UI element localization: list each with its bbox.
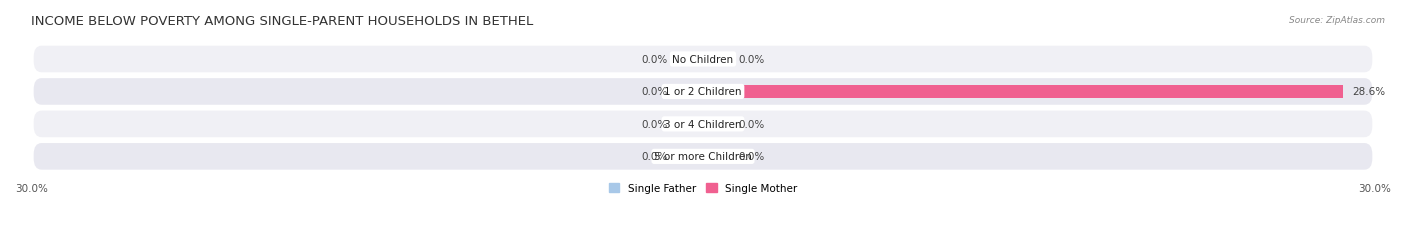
Bar — [703, 118, 730, 131]
Text: 0.0%: 0.0% — [641, 55, 668, 65]
Bar — [703, 85, 1343, 99]
Text: No Children: No Children — [672, 55, 734, 65]
Text: 0.0%: 0.0% — [738, 152, 765, 162]
Text: 0.0%: 0.0% — [641, 152, 668, 162]
Bar — [676, 150, 703, 163]
Bar — [676, 118, 703, 131]
Legend: Single Father, Single Mother: Single Father, Single Mother — [605, 179, 801, 198]
Bar — [676, 53, 703, 66]
Text: 0.0%: 0.0% — [641, 87, 668, 97]
Bar — [703, 150, 730, 163]
Text: 0.0%: 0.0% — [738, 119, 765, 129]
FancyBboxPatch shape — [34, 79, 1372, 105]
Text: 0.0%: 0.0% — [641, 119, 668, 129]
FancyBboxPatch shape — [34, 111, 1372, 138]
FancyBboxPatch shape — [34, 46, 1372, 73]
FancyBboxPatch shape — [34, 143, 1372, 170]
Text: 0.0%: 0.0% — [738, 55, 765, 65]
Text: INCOME BELOW POVERTY AMONG SINGLE-PARENT HOUSEHOLDS IN BETHEL: INCOME BELOW POVERTY AMONG SINGLE-PARENT… — [31, 15, 534, 28]
Text: 3 or 4 Children: 3 or 4 Children — [664, 119, 742, 129]
Text: 5 or more Children: 5 or more Children — [654, 152, 752, 162]
Text: 28.6%: 28.6% — [1353, 87, 1385, 97]
Bar — [703, 53, 730, 66]
Bar — [676, 85, 703, 99]
Text: 1 or 2 Children: 1 or 2 Children — [664, 87, 742, 97]
Text: Source: ZipAtlas.com: Source: ZipAtlas.com — [1289, 16, 1385, 25]
